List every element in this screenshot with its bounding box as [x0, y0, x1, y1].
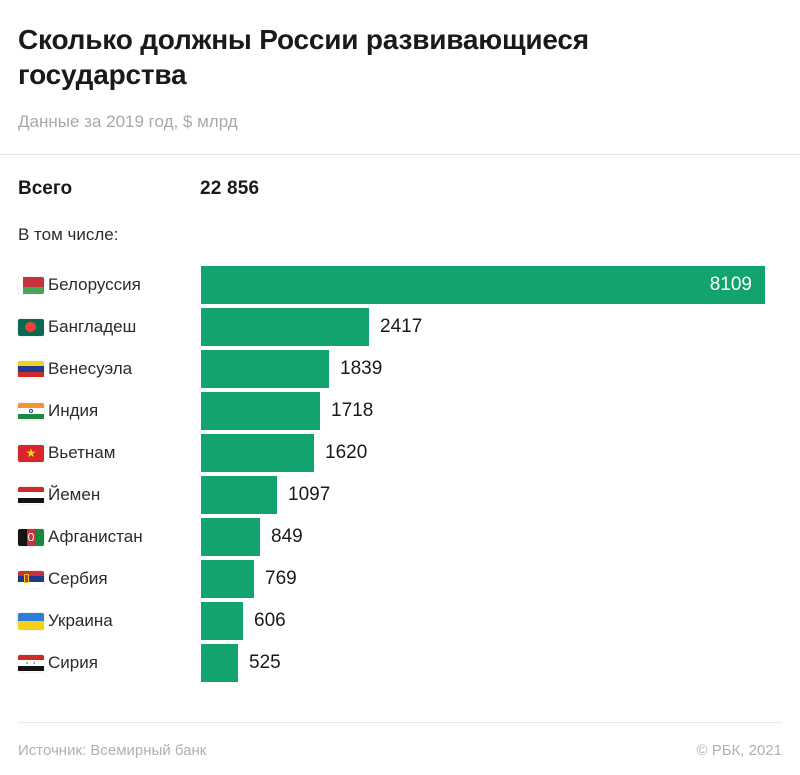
flag-syria — [18, 654, 44, 672]
copyright-text: © РБК, 2021 — [696, 742, 782, 759]
flag-venezuela-icon — [18, 360, 48, 379]
flag-afghanistan — [18, 528, 44, 546]
country-label: Сербия — [48, 569, 108, 588]
country-label: Йемен — [48, 485, 101, 504]
flag-afghanistan-icon — [18, 528, 48, 547]
bar-track: 849 — [201, 518, 782, 556]
country-label: Вьетнам — [48, 443, 116, 462]
table-row: Вьетнам 1620 — [18, 432, 782, 474]
bar-track: 1718 — [201, 392, 782, 430]
total-label: Всего — [18, 178, 73, 199]
value-bar — [201, 644, 238, 682]
page-subtitle: Данные за 2019 год, $ млрд — [18, 112, 238, 131]
flag-yemen-icon — [18, 486, 48, 505]
footer-divider — [18, 722, 782, 723]
bar-track: 8109 — [201, 266, 782, 304]
value-bar — [201, 308, 369, 346]
bar-track: 606 — [201, 602, 782, 640]
bar-value-label: 1718 — [331, 400, 374, 421]
flag-india-icon — [18, 402, 48, 421]
flag-serbia-icon — [18, 570, 48, 589]
bar-value-label: 2417 — [380, 316, 423, 337]
table-row: Сирия 525 — [18, 642, 782, 684]
footer: Источник: Всемирный банк © РБК, 2021 — [18, 742, 782, 759]
flag-belarus — [18, 276, 44, 294]
bar-track: 769 — [201, 560, 782, 598]
country-label: Венесуэла — [48, 359, 133, 378]
table-row: Йемен 1097 — [18, 474, 782, 516]
flag-ukraine — [18, 612, 44, 630]
flag-bangladesh-icon — [18, 318, 48, 337]
country-label: Украина — [48, 611, 113, 630]
country-label: Белоруссия — [48, 275, 141, 294]
flag-belarus-icon — [18, 276, 48, 295]
country-label: Индия — [48, 401, 99, 420]
value-bar — [201, 476, 277, 514]
bar-value-label: 1097 — [288, 484, 331, 505]
value-bar — [201, 392, 320, 430]
flag-serbia — [18, 570, 44, 588]
bar-value-label: 1839 — [340, 358, 383, 379]
breakdown-subhead: В том числе: — [18, 225, 119, 244]
flag-syria-icon — [18, 654, 48, 673]
bar-value-label: 525 — [249, 652, 281, 673]
value-bar — [201, 518, 260, 556]
flag-ukraine-icon — [18, 612, 48, 631]
flag-venezuela — [18, 360, 44, 378]
flag-vietnam-icon — [18, 444, 48, 463]
bar-track: 1839 — [201, 350, 782, 388]
bar-value-label: 8109 — [709, 274, 752, 295]
flag-bangladesh — [18, 318, 44, 336]
table-row: Бангладеш 2417 — [18, 306, 782, 348]
flag-india — [18, 402, 44, 420]
header: Сколько должны России развивающиеся госу… — [0, 0, 800, 133]
bar-track: 2417 — [201, 308, 782, 346]
value-bar — [201, 602, 243, 640]
bar-value-label: 1620 — [325, 442, 368, 463]
bar-track: 1620 — [201, 434, 782, 472]
total-row: Всего 22 856 — [0, 178, 800, 200]
country-label: Бангладеш — [48, 317, 137, 336]
bar-track: 1097 — [201, 476, 782, 514]
table-row: Сербия 769 — [18, 558, 782, 600]
page-title: Сколько должны России развивающиеся госу… — [18, 24, 589, 90]
table-row: Индия 1718 — [18, 390, 782, 432]
table-row: Венесуэла 1839 — [18, 348, 782, 390]
source-text: Источник: Всемирный банк — [18, 742, 207, 759]
value-bar: 8109 — [201, 266, 765, 304]
value-bar — [201, 560, 254, 598]
bar-track: 525 — [201, 644, 782, 682]
flag-yemen — [18, 486, 44, 504]
total-value: 22 856 — [200, 178, 260, 199]
table-row: Украина 606 — [18, 600, 782, 642]
bar-chart: Белоруссия 8109 Бангладеш 2417 Венесуэла 1839… — [0, 264, 800, 684]
bar-value-label: 606 — [254, 610, 286, 631]
header-divider — [0, 154, 800, 155]
country-label: Сирия — [48, 653, 98, 672]
flag-vietnam — [18, 444, 44, 462]
table-row: Белоруссия 8109 — [18, 264, 782, 306]
value-bar — [201, 350, 329, 388]
value-bar — [201, 434, 314, 472]
bar-value-label: 849 — [271, 526, 303, 547]
country-label: Афганистан — [48, 527, 143, 546]
bar-value-label: 769 — [265, 568, 297, 589]
table-row: Афганистан 849 — [18, 516, 782, 558]
